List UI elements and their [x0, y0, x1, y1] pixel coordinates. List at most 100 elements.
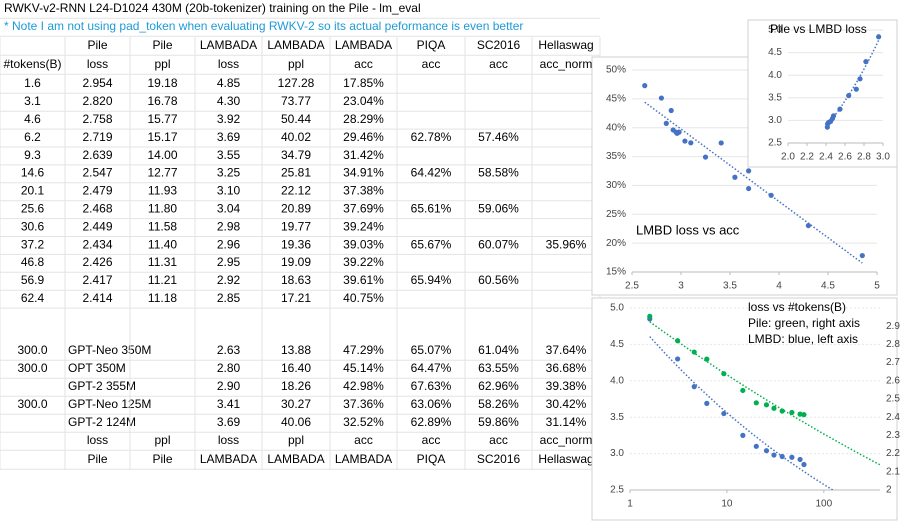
y2-tick-label: 2.6: [886, 375, 900, 386]
cell: 20.1: [21, 184, 45, 198]
cell: 65.07%: [411, 343, 452, 357]
cell: PIQA: [417, 452, 446, 466]
cell: acc: [422, 433, 441, 447]
cell: loss: [218, 57, 239, 71]
cell: ppl: [154, 57, 170, 71]
cell: 62.96%: [478, 379, 519, 393]
cell: Pile: [87, 452, 107, 466]
cell: 22.12: [281, 184, 311, 198]
cell: loss: [87, 57, 108, 71]
cell: acc_norm: [540, 433, 593, 447]
cell: 13.88: [281, 343, 311, 357]
cell: LAMBADA: [267, 38, 324, 52]
cell: 37.64%: [546, 343, 587, 357]
chart-title: Pile vs LMBD loss: [770, 22, 867, 36]
cell: LAMBADA: [267, 452, 324, 466]
y-tick-label: 5.0: [768, 25, 782, 36]
cell: 11.40: [148, 237, 177, 251]
cell: 2.468: [82, 201, 112, 215]
cell: 300.0: [17, 343, 47, 357]
cell: GPT-Neo 350M: [68, 343, 151, 357]
cell: 42.98%: [343, 379, 384, 393]
point: [647, 313, 653, 319]
y-tick-label: 3.5: [610, 412, 624, 423]
cell: 11.58: [148, 219, 177, 233]
y-tick-label: 35%: [606, 151, 626, 162]
cell: acc: [489, 57, 508, 71]
cell: 39.03%: [343, 237, 384, 251]
y-tick-label: 40%: [606, 122, 626, 133]
cell: PIQA: [417, 38, 446, 52]
point: [688, 140, 694, 146]
cell: 67.63%: [411, 379, 452, 393]
cell: 56.9: [21, 273, 45, 287]
cell: 37.69%: [343, 201, 384, 215]
trendline: [644, 101, 863, 264]
cell: acc: [354, 433, 373, 447]
cell: acc_norm: [540, 57, 593, 71]
cell: 11.80: [148, 201, 177, 215]
cell: 50.44: [281, 112, 311, 126]
cell: 65.61%: [411, 201, 452, 215]
cell: 2.414: [82, 291, 112, 305]
point: [721, 410, 727, 417]
cell: 2.449: [82, 219, 112, 233]
cell: 12.77: [147, 166, 177, 180]
cell: 2.547: [82, 166, 112, 180]
y2-tick-label: 2.7: [886, 357, 900, 368]
cell: 2.98: [217, 219, 241, 233]
x-tick-label: 2.8: [857, 152, 871, 163]
annotation: Pile: green, right axis: [748, 316, 860, 330]
cell: 15.77: [147, 112, 177, 126]
cell: 300.0: [17, 397, 47, 411]
point: [668, 107, 674, 114]
cell: 39.24%: [343, 219, 384, 233]
cell: 36.68%: [546, 361, 587, 375]
cell: 3.55: [217, 148, 241, 162]
cell: LAMBADA: [200, 38, 257, 52]
cell: 2.434: [82, 237, 112, 251]
cell: 3.1: [24, 94, 41, 108]
cell: 3.25: [217, 166, 241, 180]
x-tick-label: 2.2: [800, 152, 814, 163]
y-tick-label: 4.0: [768, 70, 782, 81]
point: [642, 83, 648, 89]
cell: 32.52%: [343, 415, 384, 429]
cell: 19.77: [281, 219, 311, 233]
x-tick-label: 5: [874, 281, 880, 292]
cell: 25.81: [281, 166, 311, 180]
cell: 1.6: [24, 76, 41, 90]
cell: 2.92: [217, 273, 241, 287]
point: [658, 95, 665, 101]
point: [801, 412, 807, 418]
cell: GPT-2 124M: [68, 415, 136, 429]
cell: 3.10: [217, 184, 241, 198]
point: [837, 106, 843, 112]
cell: 23.04%: [343, 94, 384, 108]
cell: ppl: [154, 433, 170, 447]
y-tick-label: 50%: [606, 65, 626, 76]
x-tick-label: 3.0: [876, 152, 890, 163]
cell: 2.95: [217, 255, 241, 269]
y2-tick-label: 2.2: [886, 448, 900, 459]
cell: Pile: [152, 452, 172, 466]
point: [763, 402, 770, 408]
cell: Hellaswag: [538, 38, 593, 52]
x-tick-label: 10: [721, 499, 733, 510]
cell: 63.06%: [411, 397, 452, 411]
cell: 34.79: [281, 148, 311, 162]
cell: SC2016: [477, 452, 521, 466]
point: [857, 76, 863, 82]
y-tick-label: 45%: [606, 93, 626, 104]
cell: 2.954: [82, 76, 112, 90]
point: [805, 222, 812, 229]
cell: 46.8: [21, 255, 45, 269]
chart-title: loss vs #tokens(B): [748, 300, 846, 314]
point: [768, 192, 774, 198]
point: [753, 443, 759, 449]
cell: #tokens(B): [3, 57, 61, 71]
point: [746, 168, 752, 174]
point: [682, 138, 688, 144]
point: [670, 127, 676, 133]
